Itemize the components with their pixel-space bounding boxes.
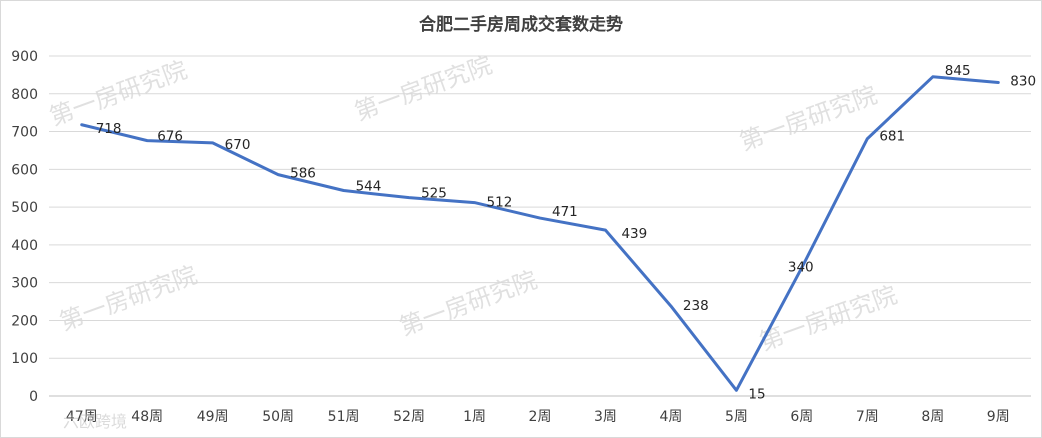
data-label: 830 — [1010, 73, 1036, 89]
data-label: 670 — [225, 137, 251, 153]
watermark-text: 第一房研究院 — [756, 281, 901, 357]
y-tick-label: 600 — [11, 162, 38, 178]
data-label: 544 — [356, 178, 382, 194]
y-tick-label: 500 — [11, 200, 38, 216]
y-tick-label: 200 — [11, 313, 38, 329]
watermark-text: 第一房研究院 — [56, 261, 201, 337]
watermark-text: 第一房研究院 — [736, 81, 881, 157]
y-tick-label: 400 — [11, 238, 38, 254]
data-label: 718 — [96, 121, 122, 137]
x-tick-label: 2周 — [529, 409, 552, 425]
data-label: 15 — [748, 386, 765, 402]
y-tick-label: 700 — [11, 125, 38, 141]
x-tick-label: 4周 — [659, 409, 682, 425]
data-label: 845 — [945, 63, 971, 79]
series-line — [80, 75, 1000, 392]
y-tick-label: 300 — [11, 276, 38, 292]
gridlines — [49, 55, 1031, 397]
x-tick-label: 50周 — [262, 409, 294, 425]
data-label: 238 — [683, 298, 709, 314]
x-tick-label: 7周 — [856, 409, 879, 425]
series-layer — [80, 75, 1000, 392]
x-tick-label: 6周 — [790, 409, 813, 425]
y-axis-ticks: 0 100 200 300 400 500 600 700 800 900 — [11, 49, 38, 405]
x-tick-label: 3周 — [594, 409, 617, 425]
data-label: 340 — [788, 260, 814, 276]
y-tick-label: 100 — [11, 351, 38, 367]
x-tick-label: 1周 — [463, 409, 486, 425]
x-tick-label: 49周 — [197, 409, 229, 425]
y-tick-label: 800 — [11, 87, 38, 103]
data-label: 525 — [421, 186, 447, 202]
data-label: 676 — [157, 129, 183, 145]
data-label: 586 — [290, 166, 316, 182]
x-tick-label: 51周 — [328, 409, 360, 425]
watermark-text: 第一房研究院 — [396, 266, 541, 342]
data-label: 439 — [621, 226, 647, 242]
data-label: 512 — [487, 195, 513, 211]
chart-title: 合肥二手房周成交套数走势 — [419, 14, 623, 35]
data-labels: 718 676 670 586 544 525 512 471 439 238 15 340 681 84… — [96, 63, 1036, 403]
data-label: 681 — [879, 129, 905, 145]
x-tick-label: 5周 — [725, 409, 748, 425]
x-tick-label: 8周 — [921, 409, 944, 425]
data-label: 471 — [552, 204, 578, 220]
x-tick-label: 48周 — [131, 409, 163, 425]
x-tick-label: 52周 — [393, 409, 425, 425]
y-tick-label: 900 — [11, 49, 38, 65]
x-tick-label: 9周 — [987, 409, 1010, 425]
watermark-text: 第一房研究院 — [351, 51, 496, 127]
x-axis-ticks: 47周 48周 49周 50周 51周 52周 1周 2周 3周 4周 5周 6周 7周 8周 9周 — [66, 409, 1010, 425]
corner-watermark: 六欧跨境 — [63, 412, 127, 431]
y-tick-label: 0 — [29, 389, 38, 405]
x-tick-label: 47周 — [66, 409, 98, 425]
